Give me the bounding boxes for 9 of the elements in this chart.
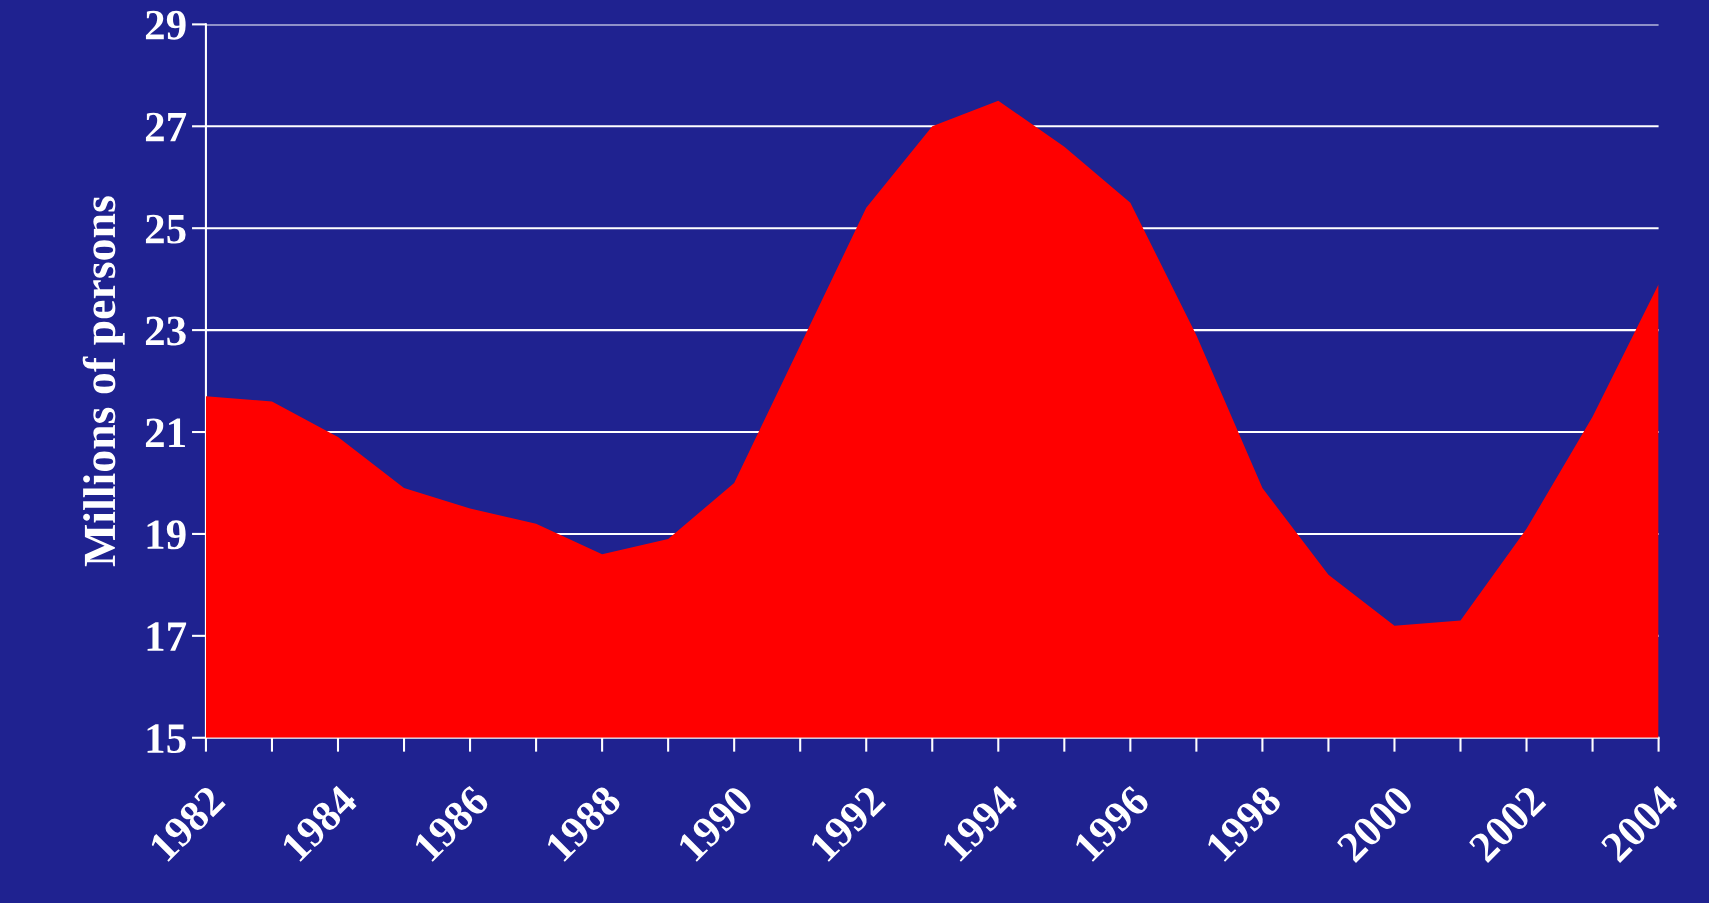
y-tick-label: 23 (145, 316, 186, 346)
y-tick-label: 15 (147, 724, 186, 754)
y-tick-label: 21 (145, 418, 185, 447)
y-tick-label: 25 (145, 214, 186, 244)
y-axis-title: Millions of persons (82, 196, 125, 567)
y-tick-label: 29 (145, 10, 186, 40)
y-tick-label: 27 (145, 112, 187, 142)
y-tick-label: 17 (147, 622, 187, 651)
y-tick-label: 19 (147, 520, 186, 550)
